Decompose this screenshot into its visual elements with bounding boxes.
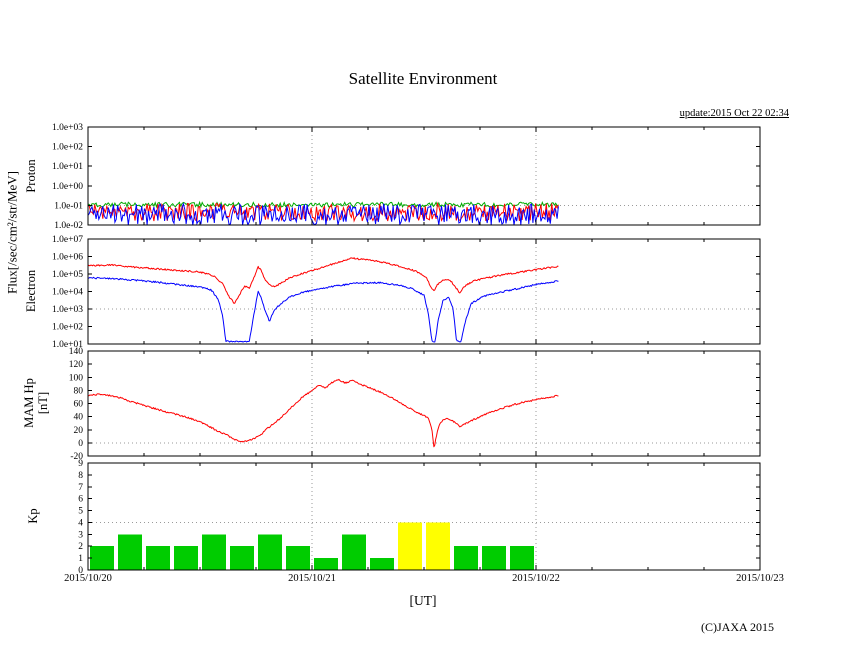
y-tick-label: 1.0e+03: [52, 123, 83, 133]
y-tick-label: 0: [78, 439, 83, 449]
y-tick-label: 20: [74, 426, 84, 436]
kp-bar: [146, 546, 170, 570]
y-tick-label: 4: [78, 518, 83, 528]
y-tick-label: 0: [78, 566, 83, 576]
y-tick-label: 140: [69, 347, 84, 357]
kp-bar: [174, 546, 198, 570]
y-tick-label: 80: [74, 386, 84, 396]
copyright-label: (C)JAXA 2015: [700, 620, 774, 634]
y-tick-label: 5: [78, 507, 83, 517]
y-tick-label: 120: [69, 360, 84, 370]
electron-high-energy-red: [88, 257, 559, 304]
kp-bar: [370, 558, 394, 570]
y-tick-label: 1.0e+03: [52, 305, 83, 315]
kp-bar: [398, 522, 422, 570]
y-tick-label: 40: [74, 413, 84, 423]
kp-bar: [426, 522, 450, 570]
page-title: Satellite Environment: [348, 69, 498, 88]
kp-bar: [510, 546, 534, 570]
x-tick-label-day3: 2015/10/23: [736, 573, 784, 584]
kp-bar: [314, 558, 338, 570]
proton-green-channel: [88, 200, 559, 209]
y-tick-label: 1: [78, 554, 83, 564]
y-tick-label: 1.0e+02: [52, 323, 83, 333]
y-tick-label: 1.0e+02: [52, 143, 83, 153]
kp-bar: [258, 534, 282, 570]
y-tick-label: 100: [69, 373, 84, 383]
kp-bar: [90, 546, 114, 570]
y-tick-label: 1.0e-02: [54, 221, 83, 231]
y-tick-label: 3: [78, 530, 83, 540]
kp-bar: [482, 546, 506, 570]
proton-blue-channel: [88, 202, 559, 225]
kp-bar: [454, 546, 478, 570]
y-tick-label: 1.0e+05: [52, 270, 83, 280]
y-tick-label: 6: [78, 495, 83, 505]
kp-bar: [286, 546, 310, 570]
electron-low-energy-blue: [88, 276, 559, 343]
mam-hp-red: [88, 378, 559, 448]
y-tick-label: 1.0e+04: [52, 288, 83, 298]
kp-bar: [118, 534, 142, 570]
y-tick-label: 9: [78, 459, 83, 469]
x-tick-label-day2: 2015/10/22: [512, 573, 560, 584]
y-tick-label: 1.0e+00: [52, 182, 83, 192]
y-tick-label: 1.0e+01: [52, 340, 83, 350]
x-axis-title: [UT]: [409, 593, 437, 608]
update-timestamp: update:2015 Oct 22 02:34: [679, 108, 789, 119]
y-tick-label: 60: [74, 400, 84, 410]
y-tick-label: -20: [70, 452, 83, 462]
y-tick-label: 8: [78, 471, 83, 481]
y-tick-label: 7: [78, 483, 83, 493]
x-tick-label-day0: 2015/10/20: [64, 573, 112, 584]
kp-bar: [202, 534, 226, 570]
y-tick-label: 1.0e+01: [52, 162, 83, 172]
y-tick-label: 1.0e+07: [52, 235, 83, 245]
y-tick-label: 2: [78, 542, 83, 552]
y-tick-label: 1.0e+06: [52, 253, 83, 263]
kp-bar: [230, 546, 254, 570]
kp-bar: [342, 534, 366, 570]
y-tick-label: 1.0e-01: [54, 201, 83, 211]
x-tick-label-day1: 2015/10/21: [288, 573, 336, 584]
